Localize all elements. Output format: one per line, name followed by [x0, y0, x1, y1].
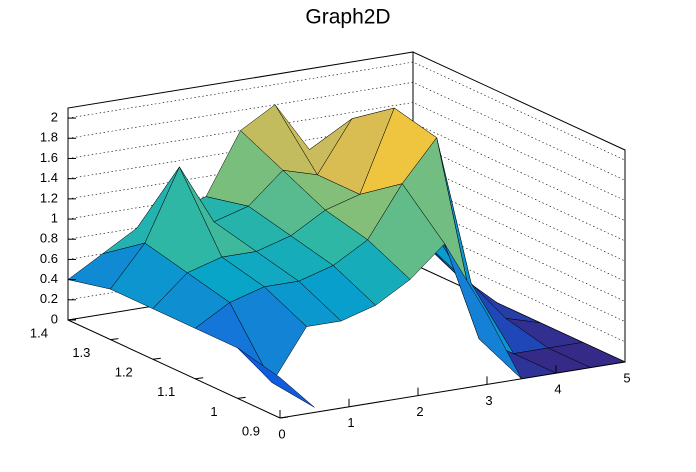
x-tick-label: 2 [416, 404, 423, 419]
grid-line [67, 61, 626, 161]
z-tick-label: 0.4 [40, 271, 58, 286]
surface-cell [237, 347, 315, 408]
z-tick-label: 0.2 [40, 291, 58, 306]
z-tick-label: 2 [51, 110, 58, 125]
chart-title: Graph2D [305, 6, 390, 29]
z-tick-label: 0.6 [40, 251, 58, 266]
y-tick [152, 357, 161, 360]
grid-line [67, 81, 626, 181]
z-tick-label: 0.8 [40, 231, 58, 246]
y-tick-label: 1.1 [157, 384, 175, 399]
y-tick-label: 0.9 [242, 423, 260, 438]
x-tick-label: 5 [623, 370, 630, 385]
z-tick-label: 1.6 [40, 150, 58, 165]
x-axis [279, 361, 626, 419]
z-tick-label: 1 [51, 210, 58, 225]
z-tick-label: 1.4 [40, 170, 58, 185]
y-tick-label: 1.3 [72, 345, 90, 360]
x-tick-label: 4 [554, 382, 561, 397]
x-tick-label: 1 [347, 415, 354, 430]
z-tick-label: 1.8 [40, 130, 58, 145]
grid-line [67, 102, 626, 201]
surface-cell [444, 243, 522, 379]
y-axis [67, 319, 281, 419]
y-tick [110, 338, 119, 341]
y-tick-label: 1.4 [30, 325, 48, 340]
x-tick-label: 3 [485, 393, 492, 408]
grid-line [67, 122, 626, 221]
z-tick-label: 1.2 [40, 190, 58, 205]
z-tick-label: 0 [51, 311, 58, 326]
y-tick-label: 1.2 [115, 365, 133, 380]
y-tick [195, 377, 204, 380]
y-tick [237, 396, 246, 399]
y-tick [279, 416, 289, 419]
x-tick-label: 0 [278, 426, 285, 441]
y-tick-label: 1 [210, 404, 217, 419]
